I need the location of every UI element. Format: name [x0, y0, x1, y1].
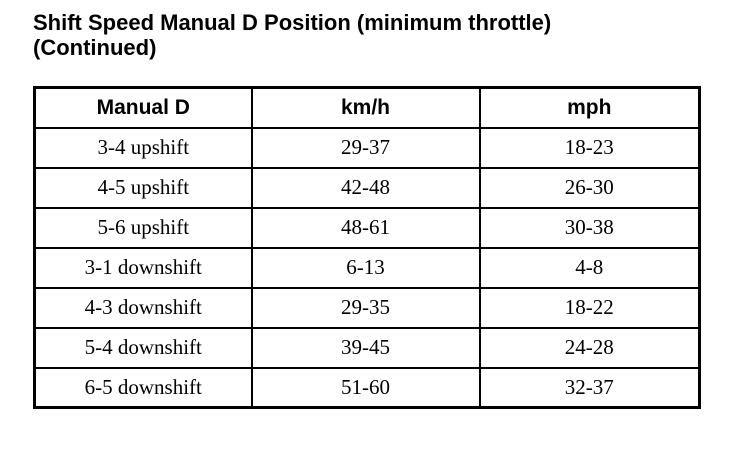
table-row: 4-3 downshift 29-35 18-22	[33, 286, 701, 329]
table-row: 3-4 upshift 29-37 18-23	[33, 126, 701, 169]
cell-mph-value: 18-23	[478, 126, 701, 169]
cell-shift-name: 5-6 upshift	[33, 206, 253, 249]
cell-kmh-value: 48-61	[250, 206, 481, 249]
table-row: 4-5 upshift 42-48 26-30	[33, 166, 701, 209]
cell-kmh-value: 42-48	[250, 166, 481, 209]
cell-kmh-value: 6-13	[250, 246, 481, 289]
cell-mph-value: 18-22	[478, 286, 701, 329]
cell-kmh-value: 51-60	[250, 366, 481, 409]
table-header-row: Manual D km/h mph	[33, 86, 701, 129]
table-row: 5-4 downshift 39-45 24-28	[33, 326, 701, 369]
cell-shift-name: 4-3 downshift	[33, 286, 253, 329]
cell-shift-name: 6-5 downshift	[33, 366, 253, 409]
cell-kmh-value: 29-37	[250, 126, 481, 169]
table-body: 3-4 upshift 29-37 18-23 4-5 upshift 42-48 26-…	[33, 126, 701, 409]
cell-mph-value: 24-28	[478, 326, 701, 369]
column-header-mph: mph	[478, 86, 701, 129]
cell-mph-value: 26-30	[478, 166, 701, 209]
cell-kmh-value: 29-35	[250, 286, 481, 329]
shift-speed-table: Manual D km/h mph 3-4 upshift 29-37 18-23 4…	[33, 86, 701, 409]
page-title: Shift Speed Manual D Position (minimum t…	[33, 10, 552, 60]
table-row: 5-6 upshift 48-61 30-38	[33, 206, 701, 249]
cell-shift-name: 3-4 upshift	[33, 126, 253, 169]
column-header-manual-d: Manual D	[33, 86, 253, 129]
cell-shift-name: 5-4 downshift	[33, 326, 253, 369]
cell-kmh-value: 39-45	[250, 326, 481, 369]
cell-shift-name: 4-5 upshift	[33, 166, 253, 209]
table-row: 6-5 downshift 51-60 32-37	[33, 366, 701, 409]
cell-mph-value: 4-8	[478, 246, 701, 289]
cell-shift-name: 3-1 downshift	[33, 246, 253, 289]
column-header-kmh: km/h	[250, 86, 481, 129]
table-row: 3-1 downshift 6-13 4-8	[33, 246, 701, 289]
cell-mph-value: 30-38	[478, 206, 701, 249]
cell-mph-value: 32-37	[478, 366, 701, 409]
